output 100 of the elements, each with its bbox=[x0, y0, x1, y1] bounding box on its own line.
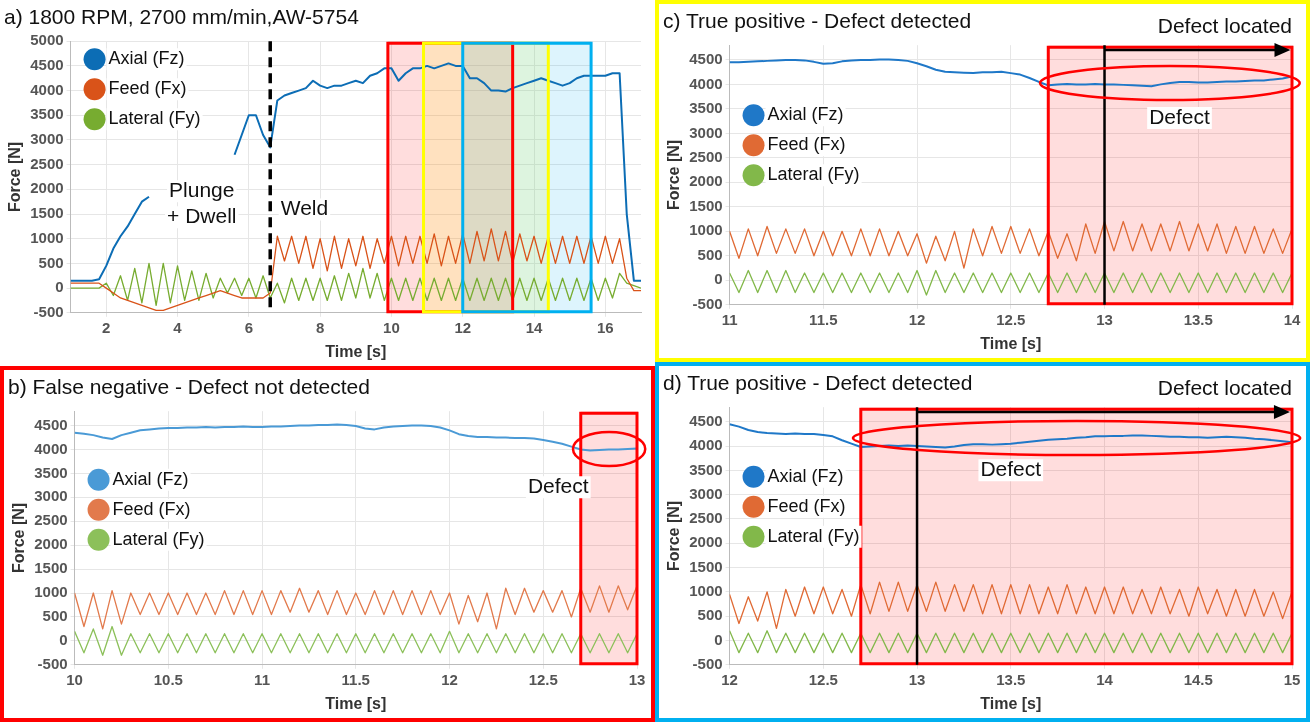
annotation: Defect located bbox=[1157, 14, 1292, 38]
y-tick-label: 2500 bbox=[30, 154, 64, 172]
y-tick-label: 2000 bbox=[689, 533, 723, 551]
y-tick-label: 2500 bbox=[689, 509, 723, 527]
y-tick-label: 4500 bbox=[30, 56, 64, 74]
x-tick-label: 8 bbox=[315, 318, 325, 336]
annotation: Defect bbox=[527, 474, 589, 498]
x-tick-label: 13 bbox=[1096, 310, 1113, 328]
legend-label: Lateral (Fy) bbox=[112, 528, 205, 549]
y-tick-label: 2000 bbox=[689, 172, 723, 190]
y-tick-label: 4500 bbox=[689, 50, 723, 68]
legend-label: Axial (Fz) bbox=[108, 48, 185, 69]
x-axis-title: Time [s] bbox=[325, 342, 387, 360]
chart-title: c) True positive - Defect detected bbox=[663, 9, 972, 33]
annotation: Plunge + Dwell bbox=[167, 177, 237, 227]
y-tick-label: 1500 bbox=[689, 557, 723, 575]
x-tick-label: 10 bbox=[66, 670, 83, 688]
y-axis-title: Force [N] bbox=[665, 139, 683, 211]
y-tick-label: 2000 bbox=[30, 179, 64, 197]
y-tick-label: 3000 bbox=[689, 123, 723, 141]
legend-label: Axial (Fz) bbox=[112, 468, 189, 489]
x-tick-label: 14 bbox=[1283, 310, 1301, 328]
x-tick-label: 12 bbox=[441, 670, 458, 688]
y-tick-label: 0 bbox=[714, 630, 723, 648]
x-tick-label: 14 bbox=[525, 318, 544, 336]
y-tick-label: 500 bbox=[697, 606, 723, 624]
x-tick-label: 14 bbox=[1096, 670, 1114, 688]
x-tick-label: 12.5 bbox=[808, 670, 838, 688]
x-tick-label: 11.5 bbox=[341, 670, 370, 688]
y-tick-label: 500 bbox=[38, 253, 64, 271]
legend-label: Feed (Fx) bbox=[767, 134, 846, 155]
y-tick-label: 4000 bbox=[689, 436, 723, 454]
y-tick-label: -500 bbox=[692, 654, 723, 672]
y-tick-label: 3500 bbox=[689, 460, 723, 478]
x-tick-label: 13.5 bbox=[996, 670, 1026, 688]
y-tick-label: -500 bbox=[37, 654, 68, 672]
y-tick-label: 0 bbox=[714, 270, 723, 288]
x-tick-label: 6 bbox=[244, 318, 253, 336]
y-tick-label: 4500 bbox=[689, 411, 723, 429]
y-tick-label: 1500 bbox=[689, 196, 723, 214]
y-tick-label: 1000 bbox=[34, 583, 68, 601]
y-tick-label: 2500 bbox=[34, 511, 68, 529]
legend-label: Feed (Fx) bbox=[767, 495, 846, 516]
y-tick-label: 3500 bbox=[689, 99, 723, 117]
x-tick-label: 2 bbox=[102, 318, 111, 336]
annotation: Defect located bbox=[1157, 376, 1292, 400]
x-axis-title: Time [s] bbox=[980, 694, 1042, 712]
x-tick-label: 16 bbox=[597, 318, 614, 336]
x-tick-label: 11.5 bbox=[809, 310, 838, 328]
legend-label: Lateral (Fy) bbox=[767, 164, 860, 185]
y-tick-label: -500 bbox=[692, 294, 723, 312]
chart-title: d) True positive - Defect detected bbox=[663, 371, 973, 395]
x-tick-label: 10.5 bbox=[153, 670, 183, 688]
y-tick-label: 2500 bbox=[689, 148, 723, 165]
legend-label: Feed (Fx) bbox=[108, 78, 187, 99]
y-axis-title: Force [N] bbox=[665, 500, 683, 572]
y-tick-label: 4000 bbox=[30, 80, 64, 98]
y-axis-title: Force [N] bbox=[10, 502, 28, 574]
y-tick-label: 3000 bbox=[689, 484, 723, 502]
legend-label: Axial (Fz) bbox=[767, 465, 844, 486]
y-tick-label: 3000 bbox=[30, 130, 64, 148]
y-tick-label: 1000 bbox=[689, 582, 723, 600]
x-tick-label: 4 bbox=[173, 318, 183, 336]
chart-title: a) 1800 RPM, 2700 mm/min,AW-5754 bbox=[4, 5, 360, 29]
x-tick-label: 10 bbox=[383, 318, 400, 336]
legend-label: Lateral (Fy) bbox=[108, 108, 201, 129]
chart-title: b) False negative - Defect not detected bbox=[8, 375, 370, 399]
x-tick-label: 11 bbox=[721, 310, 738, 328]
x-tick-label: 12 bbox=[908, 310, 926, 328]
x-tick-label: 15 bbox=[1283, 670, 1301, 688]
legend-label: Lateral (Fy) bbox=[767, 525, 860, 546]
x-tick-label: 12 bbox=[721, 670, 738, 688]
x-tick-label: 14.5 bbox=[1183, 670, 1213, 688]
y-tick-label: 3500 bbox=[34, 463, 68, 481]
y-tick-label: 3000 bbox=[34, 487, 68, 505]
y-tick-label: 4000 bbox=[34, 439, 68, 457]
annotation: Weld bbox=[280, 196, 329, 220]
x-tick-label: 12.5 bbox=[996, 310, 1026, 328]
y-tick-label: 0 bbox=[59, 631, 68, 649]
x-tick-label: 11 bbox=[254, 670, 270, 688]
y-tick-label: 500 bbox=[42, 607, 68, 625]
y-tick-label: 4500 bbox=[34, 415, 68, 433]
y-tick-label: 2000 bbox=[34, 535, 68, 553]
annotation: Defect bbox=[980, 457, 1042, 481]
x-axis-title: Time [s] bbox=[325, 694, 387, 712]
y-tick-label: 1500 bbox=[34, 559, 68, 577]
y-tick-label: 0 bbox=[55, 278, 64, 296]
annotation: Defect bbox=[1149, 104, 1211, 128]
y-tick-label: 4000 bbox=[689, 74, 723, 92]
legend-label: Feed (Fx) bbox=[112, 498, 191, 519]
y-tick-label: 500 bbox=[697, 245, 723, 263]
y-tick-label: 3500 bbox=[30, 105, 64, 123]
y-axis-title: Force [N] bbox=[6, 141, 24, 213]
legend-label: Axial (Fz) bbox=[767, 104, 844, 125]
y-tick-label: -500 bbox=[33, 302, 64, 320]
y-tick-label: 1000 bbox=[30, 228, 64, 246]
x-axis-title: Time [s] bbox=[980, 334, 1042, 352]
x-tick-label: 13 bbox=[628, 670, 646, 688]
x-tick-label: 13 bbox=[908, 670, 926, 688]
y-tick-label: 1500 bbox=[30, 204, 64, 222]
